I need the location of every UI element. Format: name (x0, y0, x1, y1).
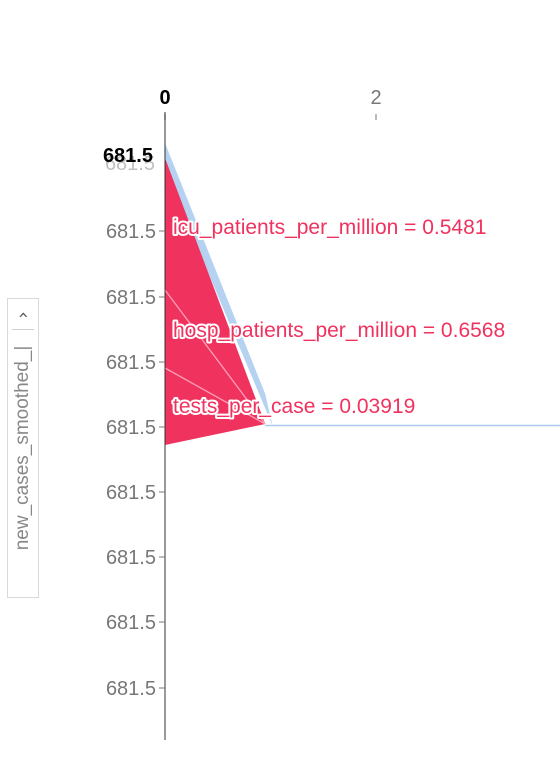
x-tick-label: 0 (159, 87, 170, 109)
y-tick-label: 681.5 (106, 221, 156, 243)
feature-label-tests-per-case: tests_per_case = 0.03919 (173, 395, 415, 418)
negative-force-band (165, 143, 273, 426)
feature-label-halo: hosp_patients_per_million = 0.6568 (173, 319, 505, 342)
positive-force-area (165, 158, 266, 445)
feature-label-halo: icu_patients_per_million = 0.5481 (173, 216, 486, 239)
y-tick-label: 681.5 (106, 287, 156, 309)
feature-separator (164, 289, 266, 425)
base-value-label: 681.5 (103, 145, 153, 167)
separator (12, 329, 34, 330)
force-areas (164, 143, 560, 445)
y-tick-label: 681.5 (106, 482, 156, 504)
y-tick-label: 681.5 (106, 547, 156, 569)
y-tick-label: 681.5 (106, 612, 156, 634)
feature-separator (164, 367, 266, 425)
axes: 0 2681.5681.5681.5681.5681.5681.5681.5681… (103, 87, 382, 740)
y-tick-label: 681.5 (106, 352, 156, 374)
x-tick-label: 2 (370, 87, 381, 109)
y-tick-label-ghost: 681.5 (105, 153, 155, 175)
y-tick-label: 681.5 (106, 678, 156, 700)
feature-labels: icu_patients_per_million = 0.5481icu_pat… (171, 214, 507, 420)
feature-label-halo: tests_per_case = 0.03919 (173, 395, 415, 418)
y-axis-title-box[interactable]: › new_cases_smoothed_| (7, 298, 39, 598)
y-tick-label: 681.5 (106, 417, 156, 439)
feature-label-hosp-patients-per-million: hosp_patients_per_million = 0.6568 (173, 319, 505, 342)
feature-label-icu-patients-per-million: icu_patients_per_million = 0.5481 (173, 216, 486, 239)
